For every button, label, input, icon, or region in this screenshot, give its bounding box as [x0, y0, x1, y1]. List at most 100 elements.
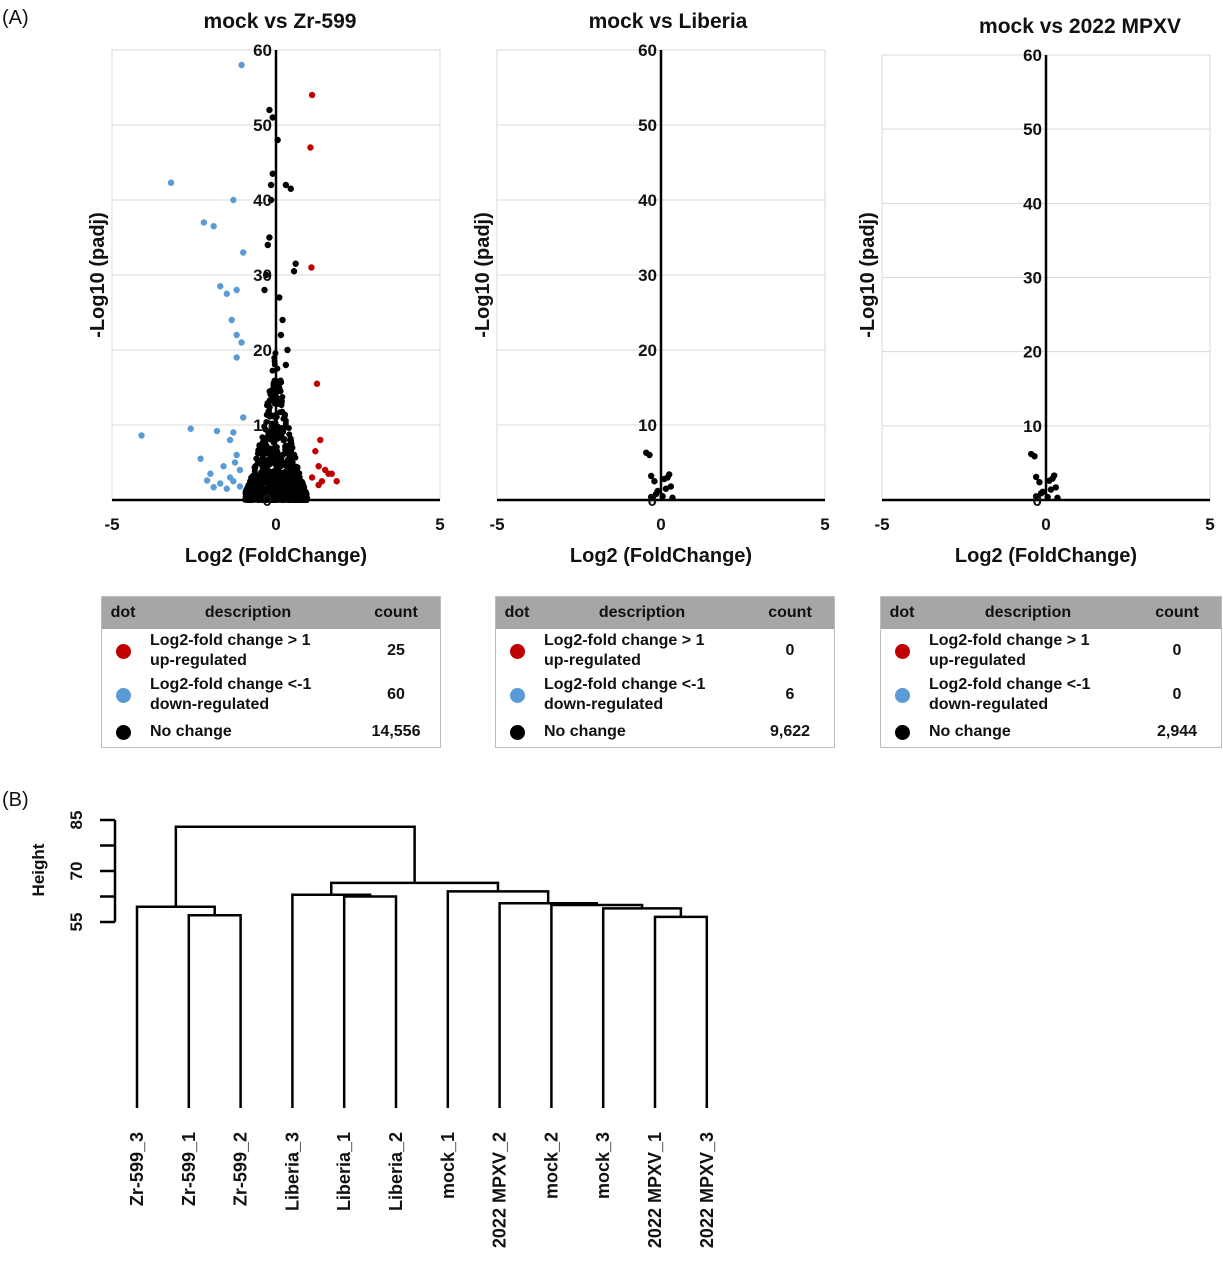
y-tick-label: 85 [67, 811, 86, 830]
legend-description: Log2-fold change <-1 down-regulated [538, 675, 746, 715]
legend-description-line: Log2-fold change > 1 [150, 632, 311, 649]
data-point-none [651, 478, 658, 485]
leaf-label: Zr-599_2 [231, 1132, 251, 1206]
legend-description-line: down-regulated [544, 696, 664, 713]
data-point-none [1052, 484, 1060, 491]
legend-description: No change [923, 722, 1133, 742]
legend-dot-down [894, 687, 910, 703]
leaf-label: Liberia_1 [334, 1132, 354, 1211]
legend-row-up: Log2-fold change > 1 up-regulated 0 [881, 629, 1221, 673]
data-point-none [1037, 490, 1045, 497]
legend-description-line: No change [929, 723, 1011, 740]
legend-header-dot: dot [504, 604, 530, 621]
data-point-no-change [269, 367, 276, 374]
data-point-no-change [277, 471, 284, 478]
legend-description-line: up-regulated [544, 652, 641, 669]
x-tick-label: 5 [820, 515, 829, 534]
legend-dot-cell [102, 643, 144, 659]
leaf-label: 2022 MPXV_1 [645, 1132, 665, 1248]
data-point-no-change [276, 430, 283, 437]
legend-description-line: No change [150, 723, 232, 740]
data-point-up [313, 380, 321, 387]
data-point-no-change [264, 463, 271, 470]
legend-count: 0 [1172, 642, 1182, 659]
legend-row-none: No change 2,944 [881, 717, 1221, 747]
data-point-none [290, 268, 298, 275]
data-point-down [203, 477, 211, 484]
y-tick-label: 40 [1023, 194, 1042, 213]
data-point-no-change [287, 480, 294, 487]
legend-dot-cell [102, 724, 144, 740]
data-point-no-change [254, 455, 261, 462]
data-point-no-change [298, 496, 305, 503]
legend-count: 25 [387, 642, 405, 659]
data-point-down [228, 316, 235, 324]
y-axis-label: -Log10 (padj) [857, 212, 879, 338]
data-point-no-change [286, 460, 293, 467]
legend-header: dot description count [102, 597, 440, 629]
data-point-no-change [263, 418, 270, 425]
y-tick-label: 60 [1023, 46, 1042, 65]
data-point-no-change [298, 490, 305, 497]
data-point-none [284, 346, 291, 354]
data-point-down [213, 427, 221, 435]
y-tick-label: 20 [253, 341, 272, 360]
data-point-down [231, 459, 239, 466]
data-point-none [276, 294, 283, 301]
dendrogram-branch [653, 915, 709, 1108]
y-tick-label: 10 [1023, 417, 1042, 436]
data-point-down [138, 432, 145, 439]
leaf-label: Zr-599_3 [127, 1132, 147, 1206]
y-tick-label: 10 [253, 416, 272, 435]
legend-count: 2,944 [1156, 723, 1198, 740]
data-point-no-change [264, 450, 271, 457]
data-point-down [240, 249, 247, 256]
dendrogram-branch [601, 907, 683, 1108]
data-point-no-change [243, 491, 250, 498]
data-point-none [287, 185, 294, 192]
data-point-up [315, 481, 322, 489]
y-axis-label: -Log10 (padj) [87, 212, 109, 338]
legend-description: Log2-fold change > 1 up-regulated [144, 631, 352, 671]
legend-description-line: Log2-fold change > 1 [544, 632, 705, 649]
legend-description-line: Log2-fold change <-1 [150, 676, 312, 693]
data-point-no-change [281, 436, 288, 443]
y-tick-label: 55 [67, 913, 86, 932]
data-point-none [266, 106, 273, 114]
legend-dot-up [894, 643, 910, 659]
data-point-none [669, 494, 676, 501]
data-point-no-change [272, 350, 279, 357]
legend-description-line: Log2-fold change <-1 [544, 676, 706, 693]
data-point-down [197, 455, 204, 462]
data-point-no-change [266, 388, 273, 395]
data-point-no-change [286, 454, 293, 461]
leaf-label: Liberia_3 [282, 1132, 302, 1211]
legend-description: Log2-fold change <-1 down-regulated [923, 675, 1133, 715]
data-point-none [1051, 472, 1058, 479]
legend-table-zr599: dot description count Log2-fold change > 1 u… [101, 596, 441, 748]
dendrogram-y-axis: 55 70 85 Height [29, 811, 117, 932]
legend-dot-down [509, 687, 525, 703]
data-point-none [1032, 493, 1040, 500]
chart-title: mock vs Liberia [589, 10, 748, 33]
data-point-none [267, 196, 275, 204]
data-point-none [661, 475, 668, 483]
legend-dot-up [509, 643, 525, 659]
data-point-up [315, 463, 322, 470]
legend-dot-none [509, 724, 525, 740]
data-point-no-change [250, 494, 257, 501]
data-point-none [1032, 473, 1040, 481]
data-point-none [274, 136, 281, 144]
data-point-up [308, 91, 316, 99]
data-point-no-change [270, 473, 277, 480]
data-point-no-change [290, 487, 297, 494]
legend-header: dot description count [881, 597, 1221, 629]
data-point-none [282, 361, 290, 369]
leaf-label: Liberia_2 [386, 1132, 406, 1211]
data-point-no-change [282, 478, 289, 485]
data-point-none [1036, 479, 1043, 486]
volcano-plot-0: 0 10 20 30 40 50 60 -5 0 5 mock vs Zr-599 Log2 (Fol… [87, 10, 445, 567]
data-point-down [207, 470, 214, 477]
legend-header-description: description [598, 604, 686, 621]
data-point-no-change [292, 454, 299, 461]
